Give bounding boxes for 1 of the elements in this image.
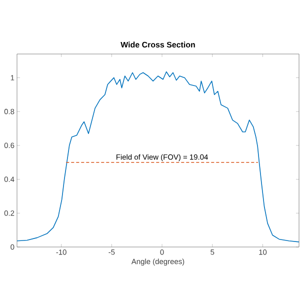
line-series [16,71,300,242]
